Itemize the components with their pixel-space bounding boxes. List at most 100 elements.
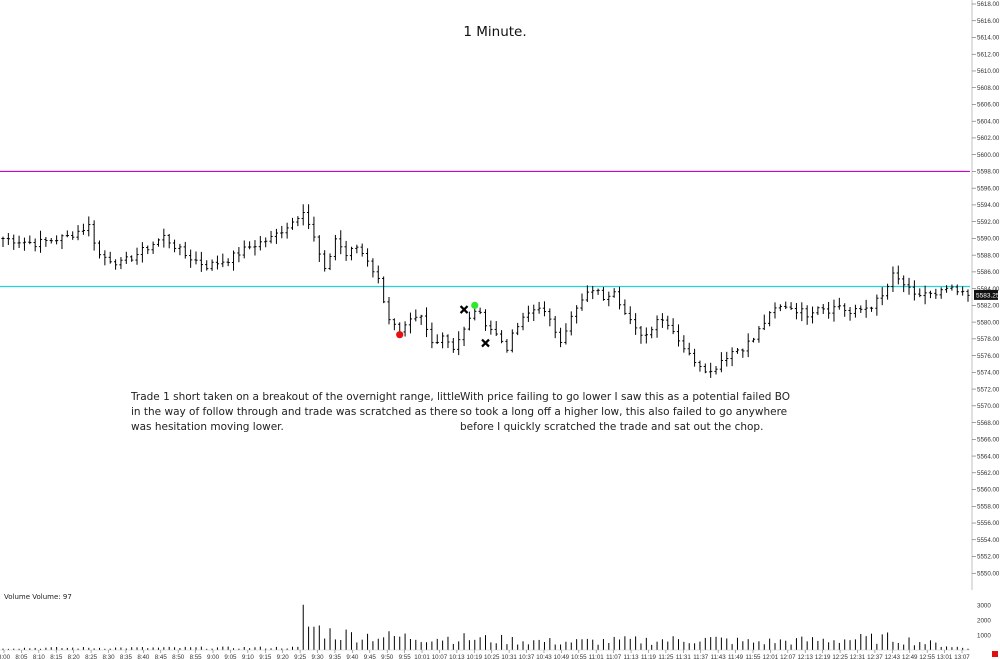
price-bar [414, 309, 418, 322]
price-bar [516, 322, 520, 336]
price-bar [274, 228, 279, 244]
time-tick-label: 9:50 [381, 654, 394, 659]
price-bar [446, 334, 450, 349]
time-tick-label: 12:43 [885, 654, 901, 659]
price-bar [162, 228, 166, 248]
price-tick-label: 5566.00 [977, 437, 1000, 444]
time-tick-label: 8:05 [15, 654, 28, 659]
time-tick-label: 13:07 [954, 654, 970, 659]
time-tick-label: 9:15 [259, 654, 272, 659]
price-bar [306, 204, 311, 230]
price-bar [285, 222, 289, 239]
price-tick-label: 5574.00 [977, 370, 1000, 377]
time-tick-label: 8:40 [137, 654, 150, 659]
price-bar [360, 243, 364, 257]
price-tick-label: 5590.00 [977, 236, 1000, 243]
price-bar [950, 284, 954, 291]
corner-status-mark [992, 651, 998, 657]
time-tick-label: 8:25 [85, 654, 98, 659]
price-tick-label: 5614.00 [977, 35, 1000, 42]
price-bar [296, 216, 300, 227]
price-bar [526, 305, 530, 322]
time-tick-label: 8:15 [50, 654, 63, 659]
time-tick-label: 10:07 [432, 654, 448, 659]
price-bar [644, 327, 648, 344]
price-bar [6, 233, 10, 245]
price-bar [328, 253, 332, 271]
price-bar [113, 259, 118, 270]
time-tick-label: 9:35 [329, 654, 342, 659]
price-bar [124, 251, 128, 264]
price-tick-label: 5588.00 [977, 252, 1000, 259]
price-bar [76, 225, 80, 241]
volume-tick-label: 3000 [977, 603, 991, 610]
price-bar [194, 251, 198, 265]
price-bar [537, 301, 541, 314]
price-tick-label: 5608.00 [977, 85, 1000, 92]
time-tick-label: 11:01 [589, 654, 605, 659]
price-bar [81, 223, 86, 235]
time-tick-label: 11:31 [676, 654, 692, 659]
price-bar [591, 285, 595, 300]
price-bar [167, 233, 171, 249]
time-axis[interactable]: 8:00 8:05 8:10 8:15 8:20 8:25 8:30 8:35 8:40 8:45… [0, 650, 970, 659]
price-bar [382, 276, 386, 304]
price-bar [596, 288, 600, 295]
price-bar [532, 304, 536, 322]
volume-bars [0, 604, 970, 651]
time-tick-label: 8:55 [190, 654, 203, 659]
price-bar [22, 237, 27, 251]
price-bar [435, 334, 439, 345]
exit-marker [481, 338, 490, 348]
time-tick-label: 9:25 [294, 654, 307, 659]
price-bar [215, 255, 220, 270]
time-tick-label: 9:55 [399, 654, 412, 659]
time-tick-label: 11:07 [606, 654, 622, 659]
time-tick-label: 9:00 [207, 654, 220, 659]
price-bar [403, 321, 407, 337]
time-tick-label: 8:35 [120, 654, 133, 659]
price-bar [805, 305, 809, 325]
price-bar [875, 294, 879, 316]
price-bar [676, 324, 681, 347]
price-bar [827, 301, 831, 319]
price-bar [628, 306, 632, 325]
price-bar [269, 230, 273, 244]
price-bar [548, 308, 552, 327]
time-tick-label: 9:40 [346, 654, 359, 659]
price-bar [698, 360, 702, 372]
price-bar [317, 235, 321, 262]
current-price-box [974, 289, 998, 300]
time-tick-label: 12:49 [902, 654, 918, 659]
price-bar [521, 312, 525, 331]
price-bar [848, 306, 852, 321]
price-bar [92, 220, 96, 251]
price-bar [478, 307, 482, 315]
price-bar [339, 230, 343, 255]
chart-title: 1 Minute. [463, 24, 527, 40]
price-bar [140, 242, 144, 263]
price-tick-label: 5570.00 [977, 403, 1000, 410]
time-tick-label: 11:37 [693, 654, 709, 659]
price-bar [103, 250, 107, 266]
price-bar [172, 239, 177, 253]
time-tick-label: 11:19 [641, 654, 657, 659]
time-tick-label: 10:31 [501, 654, 517, 659]
time-tick-label: 10:13 [449, 654, 465, 659]
time-tick-label: 9:20 [277, 654, 290, 659]
price-axis[interactable]: 5618.00 5616.00 5614.00 5612.00 5610.00 5608.… [971, 0, 1000, 590]
price-bar [735, 348, 740, 354]
price-bar [231, 250, 236, 271]
price-tick-label: 5560.00 [977, 487, 1000, 494]
price-bar [494, 321, 498, 336]
price-bar [65, 230, 69, 238]
price-bar [467, 311, 472, 331]
price-bar [248, 241, 252, 250]
price-bar [323, 250, 327, 272]
price-bar [853, 304, 858, 318]
price-bar [746, 333, 750, 358]
price-bar [178, 243, 182, 256]
exit-stroke [459, 305, 469, 314]
price-bar [205, 260, 209, 271]
